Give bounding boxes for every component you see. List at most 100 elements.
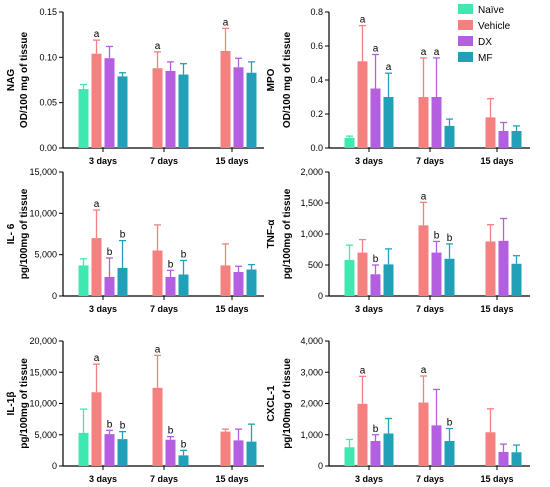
bar-dx <box>498 451 509 466</box>
bar-vehicle <box>418 402 429 466</box>
y-axis-label: IL- 6 <box>6 223 17 244</box>
bar-mf <box>444 441 455 466</box>
significance-label: a <box>373 44 379 55</box>
x-category-label: 7 days <box>150 304 178 314</box>
significance-label: b <box>181 249 187 260</box>
significance-label: b <box>181 439 187 450</box>
x-category-label: 15 days <box>480 474 513 484</box>
significance-label: a <box>94 199 100 210</box>
y-tick-label: 1,000 <box>300 229 323 239</box>
chart-panel-5: 0 5,000 10,000 15,000 20,000 3 days 7 days 15 d… <box>6 336 264 484</box>
y-tick-label: 0 <box>52 291 57 301</box>
bar-vehicle <box>91 392 102 466</box>
bar-dx <box>233 440 244 466</box>
x-category-label: 3 days <box>89 474 117 484</box>
y-axis-label: CXCL-1 <box>266 385 277 422</box>
bar-mf <box>246 72 257 148</box>
x-category-label: 3 days <box>89 304 117 314</box>
x-category-label: 15 days <box>215 474 248 484</box>
x-category-label: 7 days <box>150 474 178 484</box>
significance-label: b <box>447 233 453 244</box>
legend-swatch-mf <box>458 52 473 62</box>
y-tick-label: 5,000 <box>34 250 57 260</box>
legend-swatch-naive <box>458 4 473 14</box>
x-category-label: 15 days <box>215 156 248 166</box>
x-category-label: 15 days <box>480 156 513 166</box>
bar-dx <box>165 276 176 296</box>
y-tick-label: 4,000 <box>300 336 323 346</box>
significance-label: a <box>360 365 366 376</box>
bar-vehicle <box>152 250 163 296</box>
bar-mf <box>511 263 522 296</box>
bar-dx <box>165 439 176 466</box>
y-tick-label: 0.0 <box>310 143 323 153</box>
y-axis-label: IL-1β <box>6 392 17 416</box>
bar-vehicle <box>418 97 429 148</box>
significance-label: a <box>421 191 427 202</box>
bar-dx <box>370 88 381 148</box>
bar-dx <box>498 131 509 148</box>
bar-dx <box>165 70 176 148</box>
y-tick-label: 0.2 <box>310 109 323 119</box>
bar-dx <box>233 67 244 148</box>
legend-swatch-dx <box>458 36 473 46</box>
x-category-label: 7 days <box>416 156 444 166</box>
y-tick-label: 0.8 <box>310 7 323 17</box>
significance-label: a <box>386 62 392 73</box>
chart-panel-3: 0 5,000 10,000 15,000 3 days 7 days 15 days IL-… <box>6 167 264 314</box>
bar-dx <box>370 274 381 296</box>
bar-vehicle <box>418 225 429 296</box>
bar-dx <box>370 441 381 466</box>
significance-label: a <box>434 47 440 58</box>
significance-label: b <box>120 421 126 432</box>
y-tick-label: 0 <box>318 461 323 471</box>
bar-vehicle <box>485 432 496 466</box>
y-axis-unit-label: pg/100mg of tissue <box>19 358 30 449</box>
y-axis-unit-label: pg/100mg of tissue <box>282 358 293 449</box>
y-tick-label: 15,000 <box>29 367 57 377</box>
significance-label: b <box>373 254 379 265</box>
y-tick-label: 2,000 <box>300 167 323 177</box>
x-category-label: 3 days <box>89 156 117 166</box>
bar-dx <box>104 58 115 148</box>
legend-label-mf: MF <box>478 53 492 64</box>
x-category-label: 3 days <box>355 156 383 166</box>
bar-vehicle <box>152 68 163 148</box>
bar-mf <box>117 267 128 296</box>
bar-mf <box>444 258 455 296</box>
bar-vehicle <box>91 53 102 148</box>
bar-dx <box>104 434 115 466</box>
y-tick-label: 3,000 <box>300 367 323 377</box>
bar-mf <box>383 433 394 466</box>
bar-naive <box>78 432 89 466</box>
y-tick-label: 0.6 <box>310 41 323 51</box>
chart-panel-4: 0 500 1,000 1,500 2,000 3 days 7 days 15 days TN… <box>266 167 530 314</box>
x-category-label: 7 days <box>416 474 444 484</box>
bar-naive <box>344 447 355 466</box>
bar-vehicle <box>357 252 368 296</box>
y-axis-unit-label: OD/100 mg of tissue <box>282 31 293 128</box>
x-category-label: 3 days <box>355 474 383 484</box>
bar-mf <box>117 439 128 466</box>
y-tick-label: 0.4 <box>310 75 323 85</box>
bar-mf <box>178 74 189 148</box>
y-tick-label: 2,000 <box>300 399 323 409</box>
x-category-label: 15 days <box>215 304 248 314</box>
chart-panel-6: 0 1,000 2,000 3,000 4,000 3 days 7 days 15 days… <box>266 336 530 484</box>
bar-vehicle <box>220 265 231 296</box>
bar-mf <box>178 274 189 296</box>
bar-naive <box>344 137 355 148</box>
bar-vehicle <box>357 61 368 148</box>
chart-panel-1: 0.00 0.05 0.10 0.15 3 days 7 days 15 days NAG OD… <box>6 7 264 166</box>
legend-label-vehicle: Vehicle <box>478 21 511 32</box>
y-tick-label: 0.15 <box>39 7 57 17</box>
bar-dx <box>431 97 442 148</box>
bar-vehicle <box>220 50 231 149</box>
legend-label-naive: Naïve <box>478 5 505 16</box>
bar-vehicle <box>152 387 163 466</box>
y-axis-unit-label: OD/100 mg of tissue <box>19 31 30 128</box>
y-tick-label: 0.10 <box>39 52 57 62</box>
y-tick-label: 0 <box>318 291 323 301</box>
significance-label: b <box>434 230 440 241</box>
